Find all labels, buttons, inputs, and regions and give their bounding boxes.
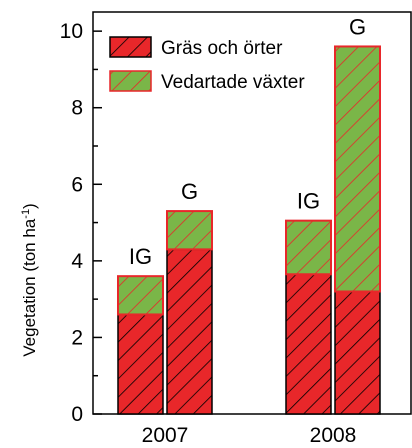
legend: Gräs och örter Vedartade växter <box>109 36 305 93</box>
y-axis-label-close: ) <box>20 203 39 209</box>
bar-segment-woody <box>166 210 213 251</box>
plot-frame <box>92 11 412 415</box>
bar-segment-grass <box>117 313 164 415</box>
bars-group <box>117 45 381 415</box>
bar-labels-group: IG G IG G <box>129 14 366 269</box>
bar-label: G <box>349 14 366 39</box>
legend-label-woody: Vedartade växter <box>161 72 305 93</box>
bar-segment-grass <box>285 273 332 415</box>
y-tick-label: 10 <box>60 20 83 43</box>
x-tick-label: 2007 <box>142 424 189 447</box>
y-tick-label: 6 <box>71 173 83 196</box>
y-axis-label-superscript: -1 <box>20 209 32 219</box>
y-axis-label-text: Vegetation (ton ha <box>20 218 39 357</box>
x-tick-label: 2008 <box>310 424 357 447</box>
bar-label: IG <box>129 244 152 269</box>
y-tick-label: 0 <box>71 403 83 426</box>
axes-group: 0 2 4 6 8 10 2007 2008 <box>60 11 412 447</box>
legend-swatch-grass <box>109 36 152 58</box>
bar-label: IG <box>297 189 320 214</box>
bar-label: G <box>181 179 198 204</box>
bar-segment-woody <box>117 275 164 316</box>
y-axis-label: Vegetation (ton ha-1) <box>20 203 39 356</box>
y-tick-label: 4 <box>71 250 83 273</box>
bar-segment-woody <box>334 45 381 293</box>
bar-segment-woody <box>285 219 332 276</box>
legend-swatch-woody <box>109 70 152 92</box>
y-tick-label: 2 <box>71 326 83 349</box>
legend-label-grass: Gräs och örter <box>161 38 283 59</box>
y-tick-label: 8 <box>71 97 83 120</box>
bar-segment-grass <box>334 290 381 415</box>
bar-segment-grass <box>166 248 213 415</box>
